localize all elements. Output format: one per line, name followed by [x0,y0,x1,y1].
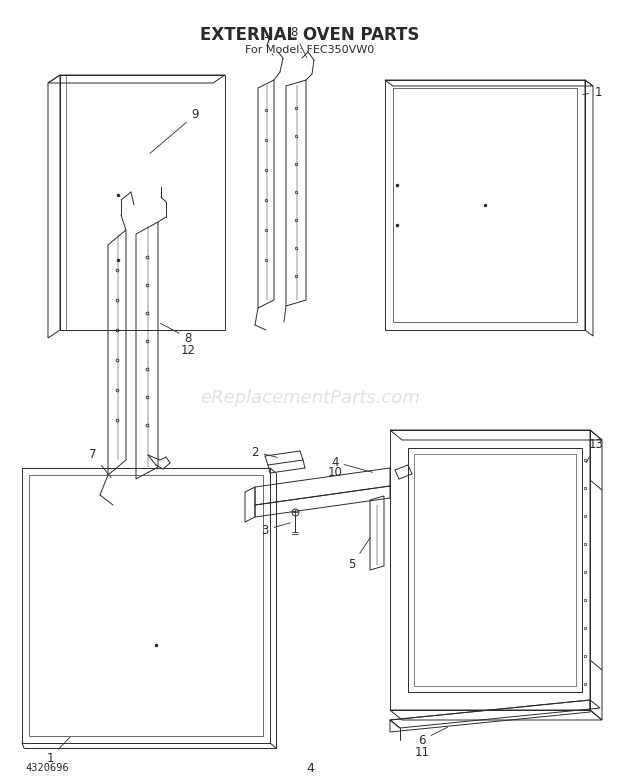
Text: 1: 1 [583,85,602,99]
Text: 8: 8 [161,323,192,345]
Text: 7: 7 [89,449,111,478]
Text: 3: 3 [261,522,290,536]
Text: 12: 12 [180,343,195,357]
Text: 4: 4 [306,762,314,774]
Text: 6: 6 [418,727,448,747]
Text: EXTERNAL OVEN PARTS: EXTERNAL OVEN PARTS [200,26,420,44]
Text: 9: 9 [150,109,199,153]
Text: 8: 8 [290,26,307,58]
Text: 5: 5 [348,537,371,572]
Text: 7: 7 [264,35,273,56]
Text: For Model: FEC350VW0: For Model: FEC350VW0 [246,45,374,55]
Text: 4320696: 4320696 [25,763,69,773]
Text: 10: 10 [327,465,342,479]
Text: 1: 1 [46,737,70,765]
Text: 11: 11 [415,745,430,759]
Text: 2: 2 [251,446,277,458]
Text: 13: 13 [587,439,603,463]
Text: 4: 4 [331,455,373,472]
Text: eReplacementParts.com: eReplacementParts.com [200,389,420,407]
